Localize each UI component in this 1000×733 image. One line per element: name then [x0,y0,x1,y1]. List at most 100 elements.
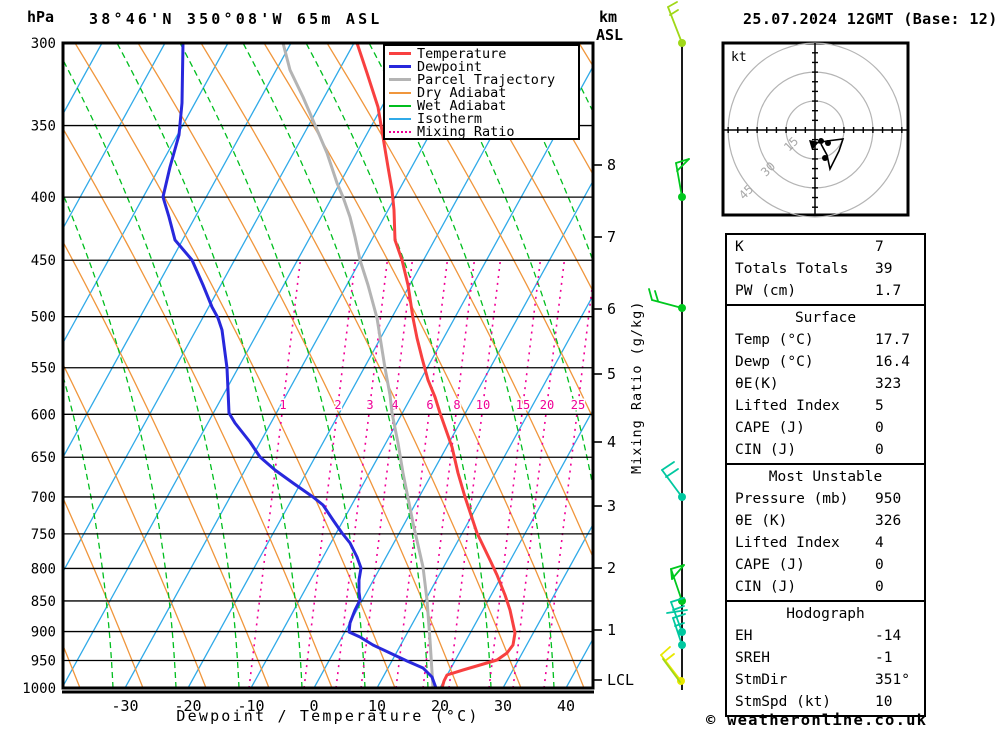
stat-table-surface: Surface Temp (°C) 17.7 Dewp (°C) 16.4 θE(K) 32… [725,304,926,465]
legend-item-label: Wet Adiabat [417,97,507,114]
legend-item-isotherm: Isotherm [389,111,578,127]
stat-row: Totals Totals 39 [727,258,924,280]
stat-row: CAPE (J) 0 [727,554,924,576]
temperature-tick-labels: -30 -20 -10 0 10 20 30 40 [111,697,575,715]
stat-row-label: Totals Totals [735,261,849,277]
svg-text:3: 3 [607,497,616,515]
asl-axis-unit-label: ASL [596,26,624,44]
wind-barb [648,288,686,312]
svg-text:300: 300 [31,36,56,52]
pressure-unit-label: hPa [27,8,55,26]
svg-text:1: 1 [607,621,616,639]
temperature-curve [355,43,517,688]
dewpoint-curve [161,43,438,688]
stat-row-label: K [735,239,744,255]
stat-row-label: CIN (J) [735,442,797,458]
legend-item-mixing-ratio: Mixing Ratio [389,124,578,141]
legend-swatch-line [389,91,411,94]
svg-text:600: 600 [31,407,56,423]
stat-row-value: 0 [875,420,884,436]
stat-row-value: 16.4 [875,354,910,370]
stat-row-value: 326 [875,513,902,529]
legend-swatch-line [389,65,411,69]
temperature-axis-label: Dewpoint / Temperature (°C) [176,707,480,725]
svg-text:-20: -20 [174,697,201,715]
stat-table-header: Hodograph [786,606,865,622]
stat-row-label: CIN (J) [735,579,797,595]
svg-text:6: 6 [607,300,616,318]
svg-text:40: 40 [557,697,575,715]
stat-row: CAPE (J) 0 [727,417,924,439]
stat-row: Temp (°C) 17.7 [727,329,924,351]
stat-row-label: CAPE (J) [735,557,805,573]
lcl-label: LCL [607,671,634,689]
stat-table-header: Surface [794,310,857,326]
plot-border [61,41,595,690]
legend: Temperature Dewpoint Parcel Trajectory Dry … [383,44,580,140]
svg-text:10: 10 [368,697,386,715]
storm-motion-arrow [809,140,819,150]
svg-text:8: 8 [453,398,460,412]
stat-row: EH -14 [727,625,924,647]
stat-row-value: 323 [875,376,902,392]
stat-row-value: 351° [875,672,910,688]
stat-table-header: Most Unstable [768,469,883,485]
stat-row-label: Temp (°C) [735,332,814,348]
valid-datetime-label: 25.07.2024 12GMT (Base: 12) [743,10,998,28]
svg-text:750: 750 [31,527,56,543]
mixing-ratio-axis-label: Mixing Ratio (g/kg) [629,301,645,474]
svg-text:-10: -10 [237,697,264,715]
svg-text:25: 25 [571,398,585,412]
stats-tables: K 7 Totals Totals 39 PW (cm) 1.7 Surface Temp (… [725,233,926,717]
stat-row: Lifted Index 5 [727,395,924,417]
legend-item-wet-adiabat: Wet Adiabat [389,97,578,114]
background-grid: 1 2 3 4 6 8 10 15 20 25 [63,43,593,688]
stat-row-value: 39 [875,261,893,277]
stat-row-value: 1.7 [875,283,902,299]
stat-row: CIN (J) 0 [727,576,924,598]
stat-row-value: 0 [875,442,884,458]
stat-row-label: θE(K) [735,376,779,392]
stat-row: θE (K) 326 [727,510,924,532]
stat-row: StmDir 351° [727,669,924,691]
svg-text:400: 400 [31,190,56,206]
svg-text:4: 4 [391,398,398,412]
wet-adiabat-lines [63,43,593,688]
svg-text:8: 8 [607,156,616,174]
stat-row-value: 950 [875,491,902,507]
svg-text:350: 350 [31,119,56,135]
svg-text:15: 15 [516,398,530,412]
stat-row-label: Pressure (mb) [735,491,849,507]
isobar-lines [63,43,593,688]
wind-barb [661,461,686,501]
svg-text:500: 500 [31,310,56,326]
legend-swatch-line [389,118,411,121]
svg-text:700: 700 [31,490,56,506]
stat-row: PW (cm) 1.7 [727,280,924,302]
stat-row-label: StmSpd (kt) [735,694,832,710]
legend-swatch-line [389,104,411,107]
legend-item-label: Temperature [417,45,507,62]
wind-barb-column [648,1,690,690]
legend-item-label: Mixing Ratio [417,124,515,141]
stat-row: CIN (J) 0 [727,439,924,461]
svg-text:1000: 1000 [22,681,56,697]
svg-text:1: 1 [279,398,286,412]
stat-row: Pressure (mb) 950 [727,488,924,510]
wind-barb [662,658,681,683]
svg-text:0: 0 [309,697,318,715]
legend-item-parcel-trajectory: Parcel Trajectory [389,71,578,88]
svg-text:6: 6 [426,398,433,412]
legend-swatch-line [389,131,411,134]
wind-barb [675,158,690,201]
legend-item-label: Parcel Trajectory [417,71,556,88]
stat-table-hodograph: Hodograph EH -14 SREH -1 StmDir 351° StmSpd (kt… [725,600,926,717]
svg-text:20: 20 [431,697,449,715]
stat-row: Dewp (°C) 16.4 [727,351,924,373]
stat-row-value: -14 [875,628,902,644]
stat-row: Lifted Index 4 [727,532,924,554]
isotherm-lines [63,43,593,688]
stat-row-value: 0 [875,557,884,573]
